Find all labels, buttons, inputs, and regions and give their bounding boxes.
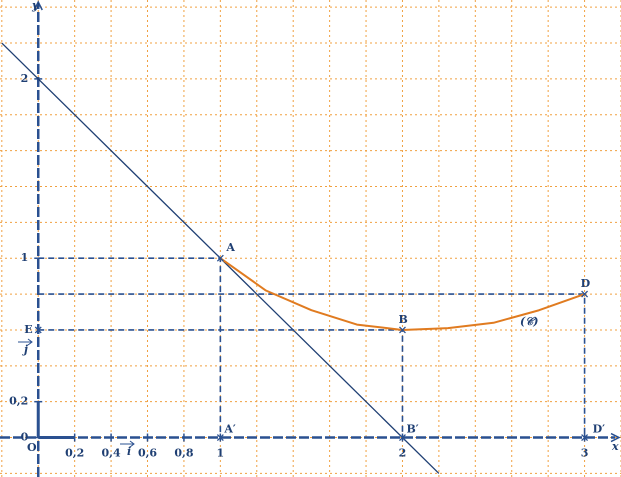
point-marker: [216, 434, 224, 442]
x-tick-label: 1: [217, 447, 225, 460]
x-tick-label: 0,6: [138, 447, 157, 460]
point-marker: [581, 290, 589, 298]
y-tick-label: 0,2: [9, 395, 28, 408]
point-marker: [581, 434, 589, 442]
origin-label: O: [27, 441, 37, 454]
point-marker: [399, 434, 406, 442]
point-label: A: [225, 241, 235, 254]
x-axis-label: x: [611, 440, 619, 453]
point-label: B: [398, 313, 407, 326]
x-axis-arrow: [610, 432, 621, 443]
point-label: D: [581, 277, 591, 290]
point-label: B′: [406, 423, 418, 436]
x-tick-label: 0,8: [174, 447, 193, 460]
vector-j-label: j: [22, 343, 28, 356]
x-tick-label: 0,4: [102, 447, 121, 460]
point-label: E: [24, 323, 32, 336]
vector-j-arrow: [18, 338, 33, 346]
y-axis-label: y: [31, 0, 40, 12]
y-tick-label: 2: [21, 72, 29, 85]
point-label: D′: [593, 423, 606, 436]
y-tick-label: 0: [21, 431, 29, 444]
point-marker: [216, 254, 224, 262]
point-marker: [399, 326, 406, 334]
x-tick-label: 0,2: [65, 447, 84, 460]
vector-i-label: i: [127, 445, 131, 458]
point-label: A′: [223, 423, 236, 436]
x-tick-label: 2: [399, 447, 407, 460]
y-tick-label: 1: [21, 251, 29, 264]
y-axis-arrow: [33, 0, 43, 11]
point-marker: [34, 326, 42, 334]
vector-i-arrow: [120, 440, 135, 448]
projection-line: [38, 257, 222, 438]
curve-label: (𝒞): [520, 315, 538, 328]
projection-line: [38, 293, 586, 438]
x-tick-label: 3: [581, 447, 589, 460]
